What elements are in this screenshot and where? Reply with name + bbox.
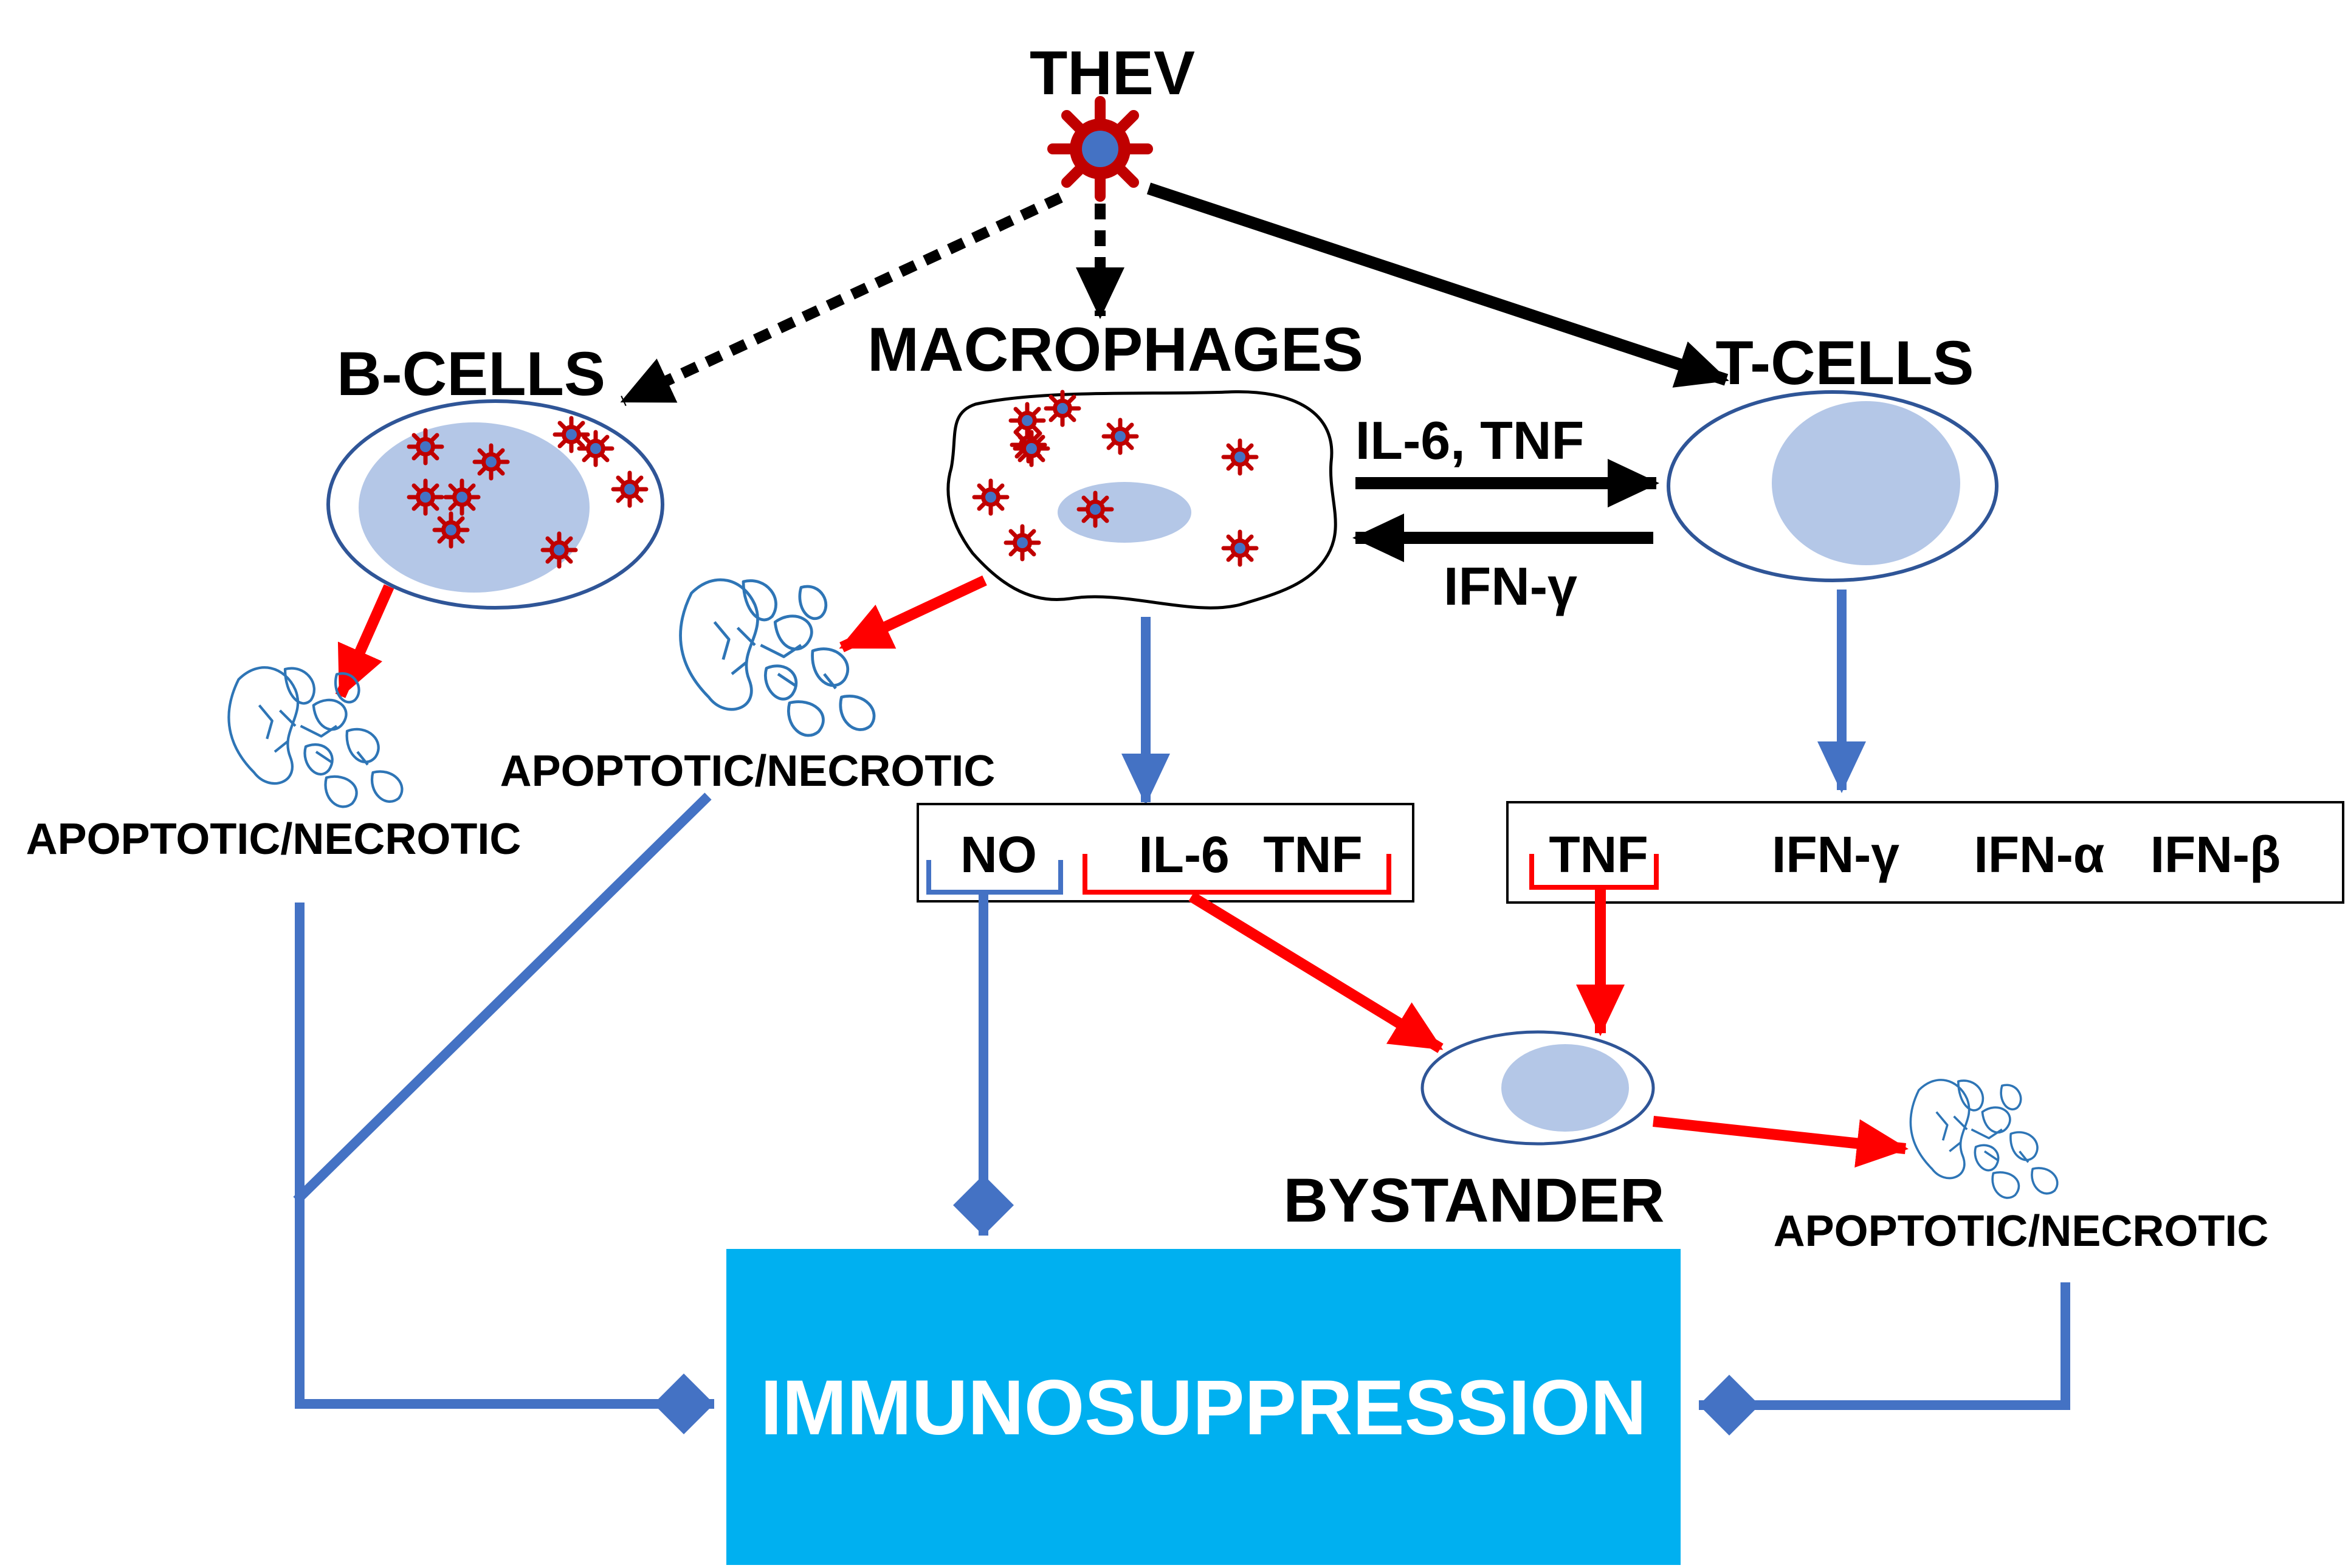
arrow-bystander-to-apoptotic [1653, 1116, 1909, 1168]
bystander-label: BYSTANDER [1283, 1166, 1664, 1235]
macrophage-products-box [917, 803, 1414, 903]
arrow-thev-to-tcells [1146, 182, 1729, 388]
macrophages-label: MACROPHAGES [867, 315, 1363, 384]
ifn-gamma-exchange-label: IFN-γ [1444, 556, 1577, 616]
il6-tnf-exchange-label: IL-6, TNF [1355, 410, 1584, 470]
connector-left-to-immunosuppression [295, 903, 714, 1434]
no-bracket [926, 860, 1063, 895]
tnf-macrophage-label: TNF [1263, 826, 1362, 883]
apoptotic-debris-macrophage [681, 580, 874, 735]
apoptotic-label-macrophage: APOPTOTIC/NECROTIC [500, 747, 996, 796]
macrophage [946, 392, 1337, 610]
apoptotic-label-right: APOPTOTIC/NECROTIC [1774, 1207, 2269, 1256]
t-cells-label: T-CELLS [1716, 328, 1974, 397]
t-cell-nucleus [1772, 401, 1960, 565]
ifn-beta-product-label: IFN-β [2150, 826, 2281, 883]
thev-node: THEV [1030, 38, 1195, 196]
macrophage-nucleus [1058, 482, 1191, 543]
arrow-macrophages-to-apoptotic [839, 575, 987, 653]
immunosuppression-label: IMMUNOSUPPRESSION [760, 1364, 1647, 1451]
bystander-nucleus [1501, 1044, 1629, 1132]
bystander-cell [1420, 1030, 1655, 1146]
b-cells-label: B-CELLS [337, 339, 605, 408]
arrow-bcells-to-apoptotic [335, 584, 394, 699]
arrow-thev-to-bcells [620, 192, 1063, 407]
ifn-alpha-product-label: IFN-α [1974, 826, 2105, 883]
arrow-il6-tnf-to-bystander [1188, 892, 1444, 1053]
apoptotic-debris-left [229, 667, 402, 806]
thev-label: THEV [1030, 38, 1195, 108]
tnf-tcell-label: TNF [1549, 826, 1648, 883]
no-label: NO [960, 826, 1037, 883]
ifn-gamma-product-label: IFN-γ [1772, 826, 1899, 883]
t-cell [1667, 390, 1999, 582]
il6-tnf-bracket [1083, 854, 1391, 895]
immunosuppression-box [726, 1249, 1681, 1565]
connector-right-to-immunosuppression [1699, 1282, 2070, 1436]
apoptotic-label-left: APOPTOTIC/NECROTIC [26, 815, 522, 864]
tnf-tcell-bracket [1529, 854, 1659, 890]
il6-label: IL-6 [1138, 826, 1229, 883]
b-cell [326, 399, 664, 610]
apoptotic-debris-right [1909, 1079, 2059, 1199]
connector-macrophage-apoptotic [293, 793, 712, 1204]
thev-virus-icon [1053, 101, 1148, 196]
